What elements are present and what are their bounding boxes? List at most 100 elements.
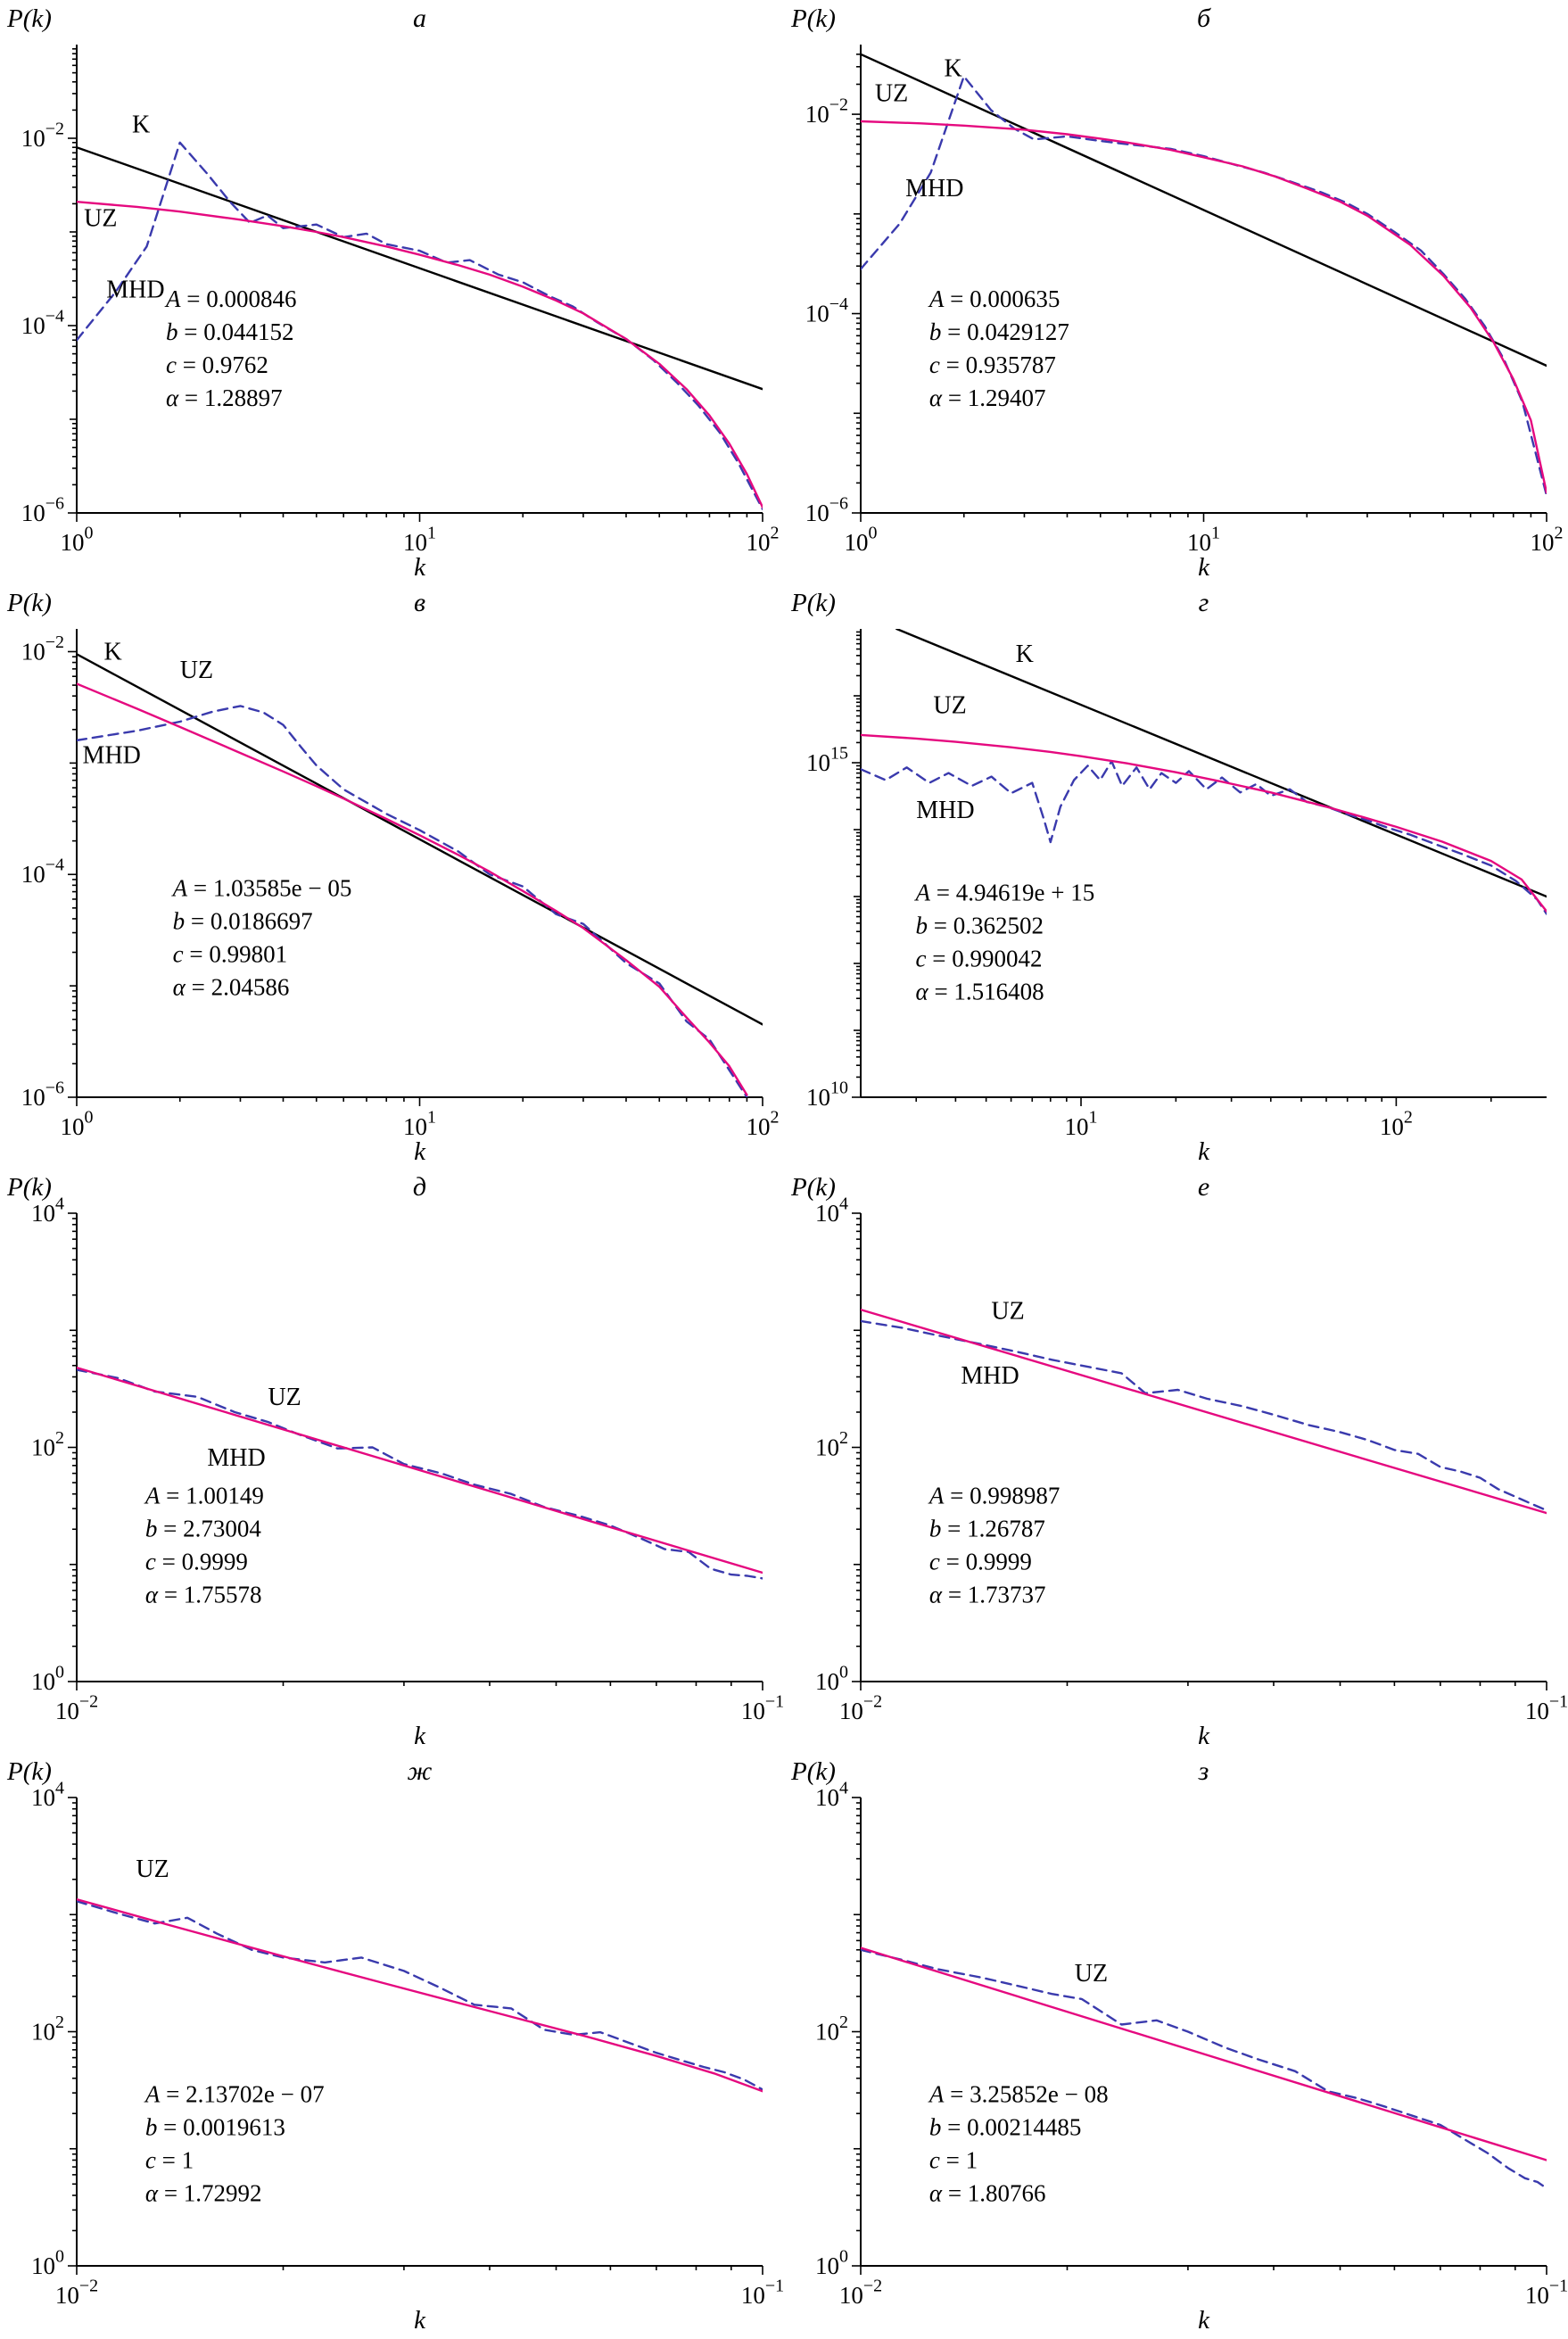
svg-text:101: 101 [403, 1108, 436, 1141]
svg-text:K: K [944, 55, 961, 83]
svg-text:k: k [414, 1137, 426, 1166]
svg-text:UZ: UZ [84, 205, 117, 233]
svg-text:α = 1.80766: α = 1.80766 [929, 2179, 1046, 2206]
svg-text:10−2: 10−2 [839, 1692, 882, 1725]
svg-text:104: 104 [815, 1194, 848, 1227]
svg-text:100: 100 [61, 1108, 94, 1141]
svg-text:c = 1: c = 1 [929, 2146, 978, 2173]
svg-text:104: 104 [815, 1779, 848, 1812]
svg-text:P(k): P(k) [790, 4, 836, 33]
chart-g: 101 102 1015 1010 г P(k) k A = 4.94619e + 15 b =… [790, 588, 1547, 1166]
svg-text:д: д [413, 1172, 426, 1202]
svg-text:b = 0.0429127: b = 0.0429127 [929, 318, 1069, 345]
panel-b: 100 101 102 10−2 10−4 10−6 б P(k) k A = 0.000635 b… [784, 0, 1568, 584]
svg-text:UZ: UZ [180, 657, 213, 684]
svg-text:UZ: UZ [136, 1855, 169, 1883]
svg-text:1015: 1015 [806, 744, 848, 777]
svg-text:A = 0.000635: A = 0.000635 [928, 285, 1060, 312]
chart-zh: 10−2 10−1 104 102 100 ж P(k) k A = 2.13702e − 07… [6, 1756, 784, 2335]
svg-text:P(k): P(k) [790, 1173, 836, 1202]
svg-text:MHD: MHD [905, 175, 963, 202]
panel-z: 10−2 10−1 104 102 100 з P(k) k A = 3.25852e − 08… [784, 1753, 1568, 2337]
svg-text:10−4: 10−4 [21, 855, 64, 888]
svg-text:в: в [414, 588, 425, 617]
svg-text:b = 1.26787: b = 1.26787 [929, 1516, 1045, 1542]
svg-text:α = 1.29407: α = 1.29407 [929, 384, 1046, 411]
svg-text:k: k [1198, 1722, 1210, 1750]
svg-text:α = 1.516408: α = 1.516408 [916, 979, 1044, 1005]
svg-text:b = 2.73004: b = 2.73004 [145, 1516, 261, 1542]
panel-e: 10−2 10−1 104 102 100 е P(k) k A = 0.998987 b = 1… [784, 1169, 1568, 1753]
svg-text:101: 101 [1065, 1108, 1098, 1141]
svg-text:α = 2.04586: α = 2.04586 [173, 973, 290, 1000]
chart-d: 10−2 10−1 104 102 100 д P(k) k A = 1.00149 b = 2.… [6, 1172, 784, 1750]
svg-text:c = 0.99801: c = 0.99801 [173, 940, 287, 967]
svg-text:10−2: 10−2 [55, 1692, 98, 1725]
svg-text:b = 0.0186697: b = 0.0186697 [173, 907, 313, 934]
svg-text:101: 101 [1187, 524, 1220, 557]
svg-text:α = 1.73737: α = 1.73737 [929, 1582, 1046, 1608]
svg-text:UZ: UZ [875, 80, 908, 108]
svg-text:b = 0.0019613: b = 0.0019613 [145, 2113, 285, 2140]
svg-text:b = 0.00214485: b = 0.00214485 [929, 2113, 1081, 2140]
svg-text:1010: 1010 [806, 1079, 848, 1112]
svg-text:10−2: 10−2 [21, 120, 64, 153]
svg-text:г: г [1199, 588, 1209, 617]
panel-g: 101 102 1015 1010 г P(k) k A = 4.94619e + 15 b =… [784, 584, 1568, 1169]
svg-text:102: 102 [815, 2013, 848, 2046]
svg-text:P(k): P(k) [6, 589, 52, 617]
svg-text:K: K [1016, 641, 1034, 668]
svg-text:10−2: 10−2 [805, 95, 848, 128]
svg-text:MHD: MHD [961, 1362, 1019, 1390]
svg-text:UZ: UZ [268, 1384, 301, 1411]
svg-text:100: 100 [61, 524, 94, 557]
svg-text:A = 1.03585e − 05: A = 1.03585e − 05 [171, 874, 352, 901]
svg-text:10−4: 10−4 [805, 294, 848, 327]
svg-text:100: 100 [815, 2247, 848, 2280]
svg-text:UZ: UZ [991, 1298, 1024, 1326]
svg-text:б: б [1197, 4, 1211, 33]
svg-text:b = 0.044152: b = 0.044152 [166, 318, 293, 345]
svg-text:A = 1.00149: A = 1.00149 [144, 1483, 264, 1509]
svg-text:P(k): P(k) [6, 1173, 52, 1202]
svg-text:а: а [413, 4, 426, 33]
svg-text:102: 102 [815, 1428, 848, 1461]
svg-text:c = 0.990042: c = 0.990042 [916, 946, 1043, 972]
svg-text:10−1: 10−1 [1525, 1692, 1568, 1725]
svg-text:K: K [132, 112, 150, 139]
svg-text:k: k [1198, 2306, 1210, 2335]
chart-b: 100 101 102 10−2 10−4 10−6 б P(k) k A = 0.000635 b… [790, 4, 1564, 582]
svg-text:c = 1: c = 1 [145, 2146, 194, 2173]
svg-text:P(k): P(k) [790, 1757, 836, 1786]
svg-text:α = 1.28897: α = 1.28897 [166, 384, 283, 411]
svg-text:A = 2.13702e − 07: A = 2.13702e − 07 [144, 2080, 325, 2107]
svg-text:c = 0.9762: c = 0.9762 [166, 351, 268, 378]
panel-a: 100 101 102 10−2 10−4 10−6 а P(k) k A = 0.000846 b… [0, 0, 784, 584]
svg-text:b = 0.362502: b = 0.362502 [916, 913, 1044, 939]
svg-text:10−6: 10−6 [21, 1079, 64, 1112]
svg-text:ж: ж [408, 1756, 433, 1786]
svg-text:10−1: 10−1 [741, 1692, 784, 1725]
chart-v: 100 101 102 10−2 10−4 10−6 в P(k) k A = 1.03585e … [6, 588, 780, 1166]
svg-text:102: 102 [31, 1428, 64, 1461]
svg-text:UZ: UZ [933, 691, 966, 719]
svg-text:102: 102 [747, 1108, 780, 1141]
svg-text:102: 102 [1380, 1108, 1413, 1141]
svg-text:10−6: 10−6 [21, 494, 64, 527]
svg-text:з: з [1198, 1756, 1209, 1786]
chart-z: 10−2 10−1 104 102 100 з P(k) k A = 3.25852e − 08… [790, 1756, 1568, 2335]
svg-text:A = 0.998987: A = 0.998987 [928, 1483, 1060, 1509]
svg-text:104: 104 [31, 1194, 64, 1227]
svg-text:102: 102 [1531, 524, 1564, 557]
chart-a: 100 101 102 10−2 10−4 10−6 а P(k) k A = 0.000846 b… [6, 4, 779, 582]
svg-text:A = 3.25852e − 08: A = 3.25852e − 08 [928, 2080, 1109, 2107]
svg-text:K: K [103, 638, 121, 665]
chart-e: 10−2 10−1 104 102 100 е P(k) k A = 0.998987 b = 1… [790, 1172, 1568, 1750]
svg-text:c = 0.9999: c = 0.9999 [929, 1549, 1032, 1575]
svg-text:10−4: 10−4 [21, 307, 64, 340]
svg-text:MHD: MHD [207, 1444, 265, 1472]
svg-text:k: k [414, 2306, 426, 2335]
svg-text:k: k [1198, 1137, 1210, 1166]
svg-text:P(k): P(k) [790, 589, 836, 617]
